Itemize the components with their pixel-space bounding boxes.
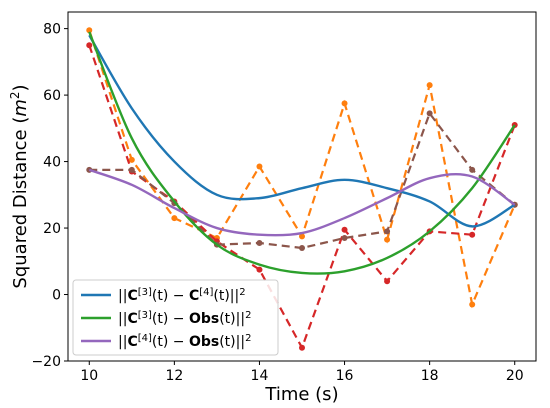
x-tick-label: 20 [506,368,524,384]
legend-label: ||C[4](t) − Obs(t)||2 [118,333,251,351]
data-point-marker [426,82,433,89]
y-tick-label: −20 [31,354,61,370]
smooth-series-line-2 [88,168,516,237]
smooth-series-line-1 [88,31,516,275]
data-point-marker [341,100,348,107]
x-tick-label: 18 [421,368,439,384]
data-point-marker [128,166,135,173]
data-point-marker [86,27,93,34]
smooth-series-line-0 [88,34,516,228]
y-tick-label: 40 [43,155,61,171]
data-point-marker [128,156,135,163]
data-point-marker [299,233,305,240]
data-point-marker [469,301,476,308]
dashed-series-line-5 [89,111,516,250]
y-axis-ticks: −20 0 20 40 60 80 [31,22,68,370]
data-point-marker [384,278,391,285]
x-axis-label: Time (s) [264,384,338,405]
data-point-marker [426,110,433,117]
data-point-marker [341,235,348,242]
plot-frame [67,11,537,362]
data-point-marker [384,228,391,235]
data-point-marker [256,163,263,170]
data-point-marker [341,226,348,233]
data-point-marker [299,344,305,351]
x-tick-label: 12 [165,368,183,384]
x-tick-label: 14 [251,368,269,384]
data-point-marker [299,244,305,251]
legend-label: ||C[3](t) − C[4](t)||2 [118,287,246,305]
y-tick-label: 20 [43,221,61,237]
y-tick-label: 80 [43,22,61,38]
data-point-marker [256,240,263,247]
data-point-marker [384,236,391,243]
legend-box [72,279,279,356]
data-point-marker [171,215,178,222]
legend-label: ||C[3](t) − Obs(t)||2 [118,310,251,328]
data-point-marker [86,42,93,49]
plot-lines [86,27,518,351]
x-tick-label: 16 [336,368,354,384]
y-axis-label: Squared Distance (m2) [8,84,31,288]
legend: ||C[3](t) − C[4](t)||2 ||C[3](t) − Obs(t)… [72,279,279,356]
x-tick-label: 10 [80,368,98,384]
data-point-marker [469,231,476,238]
dashed-series-line-3 [88,29,516,309]
data-point-marker [256,266,263,273]
data-point-marker [469,166,476,173]
x-axis-ticks: 10 12 14 16 18 20 [80,361,524,384]
y-tick-label: 0 [52,288,61,304]
y-tick-label: 60 [43,88,61,104]
